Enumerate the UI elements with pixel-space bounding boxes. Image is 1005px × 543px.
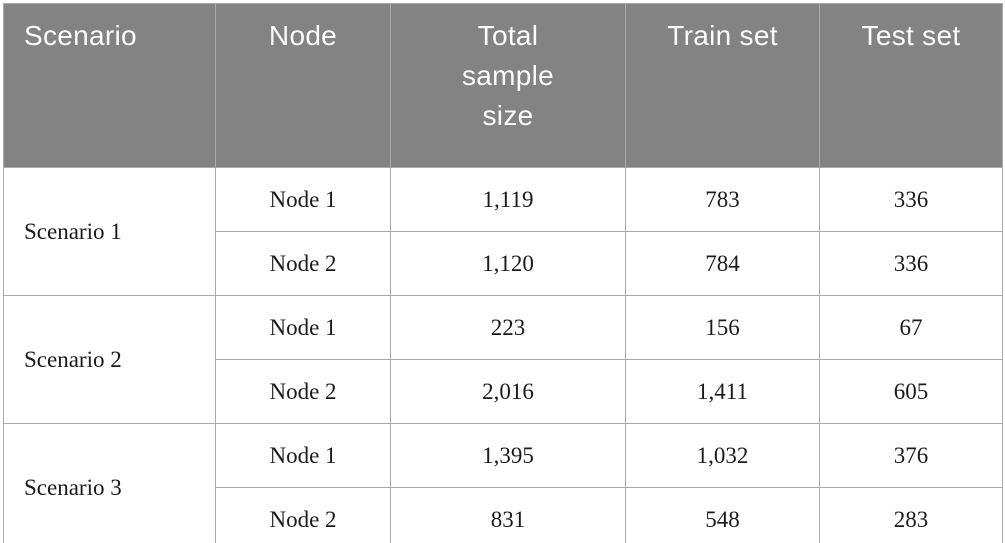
table-header: Scenario Node Total sample size Train se… [3,3,1003,168]
test-set-cell: 336 [819,231,1003,296]
table-body: Scenario 1 Node 1 1,119 783 336 Node 2 1… [3,167,1003,543]
sample-size-table: Scenario Node Total sample size Train se… [3,3,1003,543]
train-set-cell: 1,411 [625,359,820,424]
scenario-1-cell: Scenario 1 [3,167,216,296]
total-sample-size-cell: 1,119 [390,167,626,232]
node-cell: Node 2 [215,487,391,543]
column-header-total-sample-size: Total sample size [390,3,626,168]
test-set-cell: 283 [819,487,1003,543]
table-row: Scenario 3 Node 1 1,395 1,032 376 [3,423,1003,543]
total-sample-size-cell: 831 [390,487,626,543]
train-set-cell: 783 [625,167,820,232]
train-set-cell: 1,032 [625,423,820,488]
column-header-test-set: Test set [819,3,1003,168]
table-row: Node 2 1,120 784 336 [4,231,1003,296]
total-sample-size-cell: 1,395 [390,423,626,488]
table-row: Node 2 831 548 283 [4,487,1003,543]
train-set-cell: 548 [625,487,820,543]
test-set-cell: 605 [819,359,1003,424]
table-row: Scenario 1 Node 1 1,119 783 336 [3,167,1003,296]
test-set-cell: 336 [819,167,1003,232]
column-header-total-sample-size-label: Total sample size [461,20,555,131]
train-set-cell: 156 [625,295,820,360]
table-row: Scenario 2 Node 1 223 156 67 [3,295,1003,424]
scenario-2-cell: Scenario 2 [3,295,216,424]
total-sample-size-cell: 1,120 [390,231,626,296]
train-set-cell: 784 [625,231,820,296]
header-row: Scenario Node Total sample size Train se… [3,3,1003,168]
node-cell: Node 1 [215,423,391,488]
total-sample-size-cell: 2,016 [390,359,626,424]
test-set-cell: 376 [819,423,1003,488]
total-sample-size-cell: 223 [390,295,626,360]
table-row: Node 2 2,016 1,411 605 [4,359,1003,424]
node-cell: Node 1 [215,295,391,360]
scenario-3-cell: Scenario 3 [3,423,216,543]
column-header-train-set: Train set [625,3,820,168]
node-cell: Node 2 [215,359,391,424]
column-header-scenario: Scenario [3,3,216,168]
node-cell: Node 1 [215,167,391,232]
test-set-cell: 67 [819,295,1003,360]
node-cell: Node 2 [215,231,391,296]
column-header-node: Node [215,3,391,168]
